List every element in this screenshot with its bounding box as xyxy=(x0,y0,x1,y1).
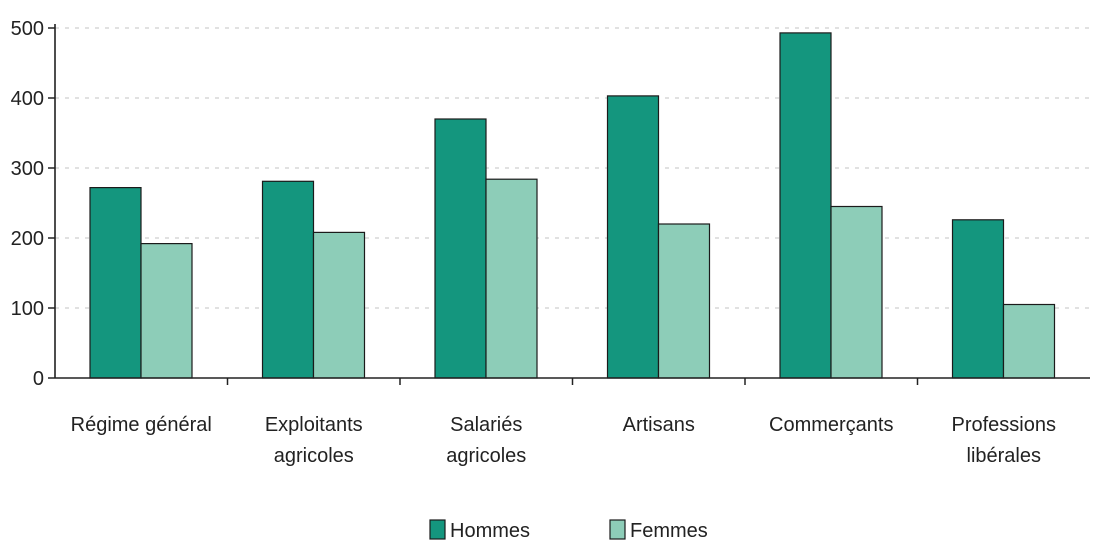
category-labels: Régime général Exploitants agricoles Salari… xyxy=(71,414,1056,467)
bar-hommes xyxy=(261,180,315,379)
legend: Hommes Femmes xyxy=(429,519,708,542)
bar-femmes xyxy=(140,243,193,379)
y-tick-label: 100 xyxy=(11,298,44,320)
category-label: Exploitants xyxy=(265,414,363,436)
category-label: Régime général xyxy=(71,414,212,436)
bars xyxy=(89,32,1056,379)
category-label: Salariés xyxy=(450,414,522,436)
bar-femmes xyxy=(1002,303,1056,379)
bar-hommes xyxy=(779,32,832,379)
category-label: libérales xyxy=(967,445,1041,467)
bar-hommes xyxy=(434,118,487,379)
category-label: Commerçants xyxy=(769,414,893,436)
bar-femmes xyxy=(657,223,711,379)
bar-hommes xyxy=(606,95,660,379)
y-tick-label: 500 xyxy=(11,18,44,40)
bar-hommes xyxy=(89,187,142,379)
category-label: Artisans xyxy=(623,414,695,436)
y-tick-label: 400 xyxy=(11,88,44,110)
y-tick-label: 0 xyxy=(33,368,44,390)
bar-femmes xyxy=(485,178,538,379)
bar-femmes xyxy=(312,231,366,379)
category-label: Professions xyxy=(952,414,1057,436)
bar-hommes xyxy=(951,219,1005,379)
y-tick-labels: 0 100 200 300 400 500 xyxy=(11,18,44,390)
legend-swatch-hommes xyxy=(429,519,446,540)
gridlines xyxy=(55,27,1090,309)
y-tick-label: 300 xyxy=(11,158,44,180)
category-label: agricoles xyxy=(446,445,526,467)
bar-femmes xyxy=(830,205,883,379)
legend-label-hommes: Hommes xyxy=(450,520,530,542)
axes xyxy=(48,24,1090,385)
y-tick-label: 200 xyxy=(11,228,44,250)
legend-swatch-femmes xyxy=(609,519,626,540)
category-label: agricoles xyxy=(274,445,354,467)
legend-label-femmes: Femmes xyxy=(630,520,708,542)
